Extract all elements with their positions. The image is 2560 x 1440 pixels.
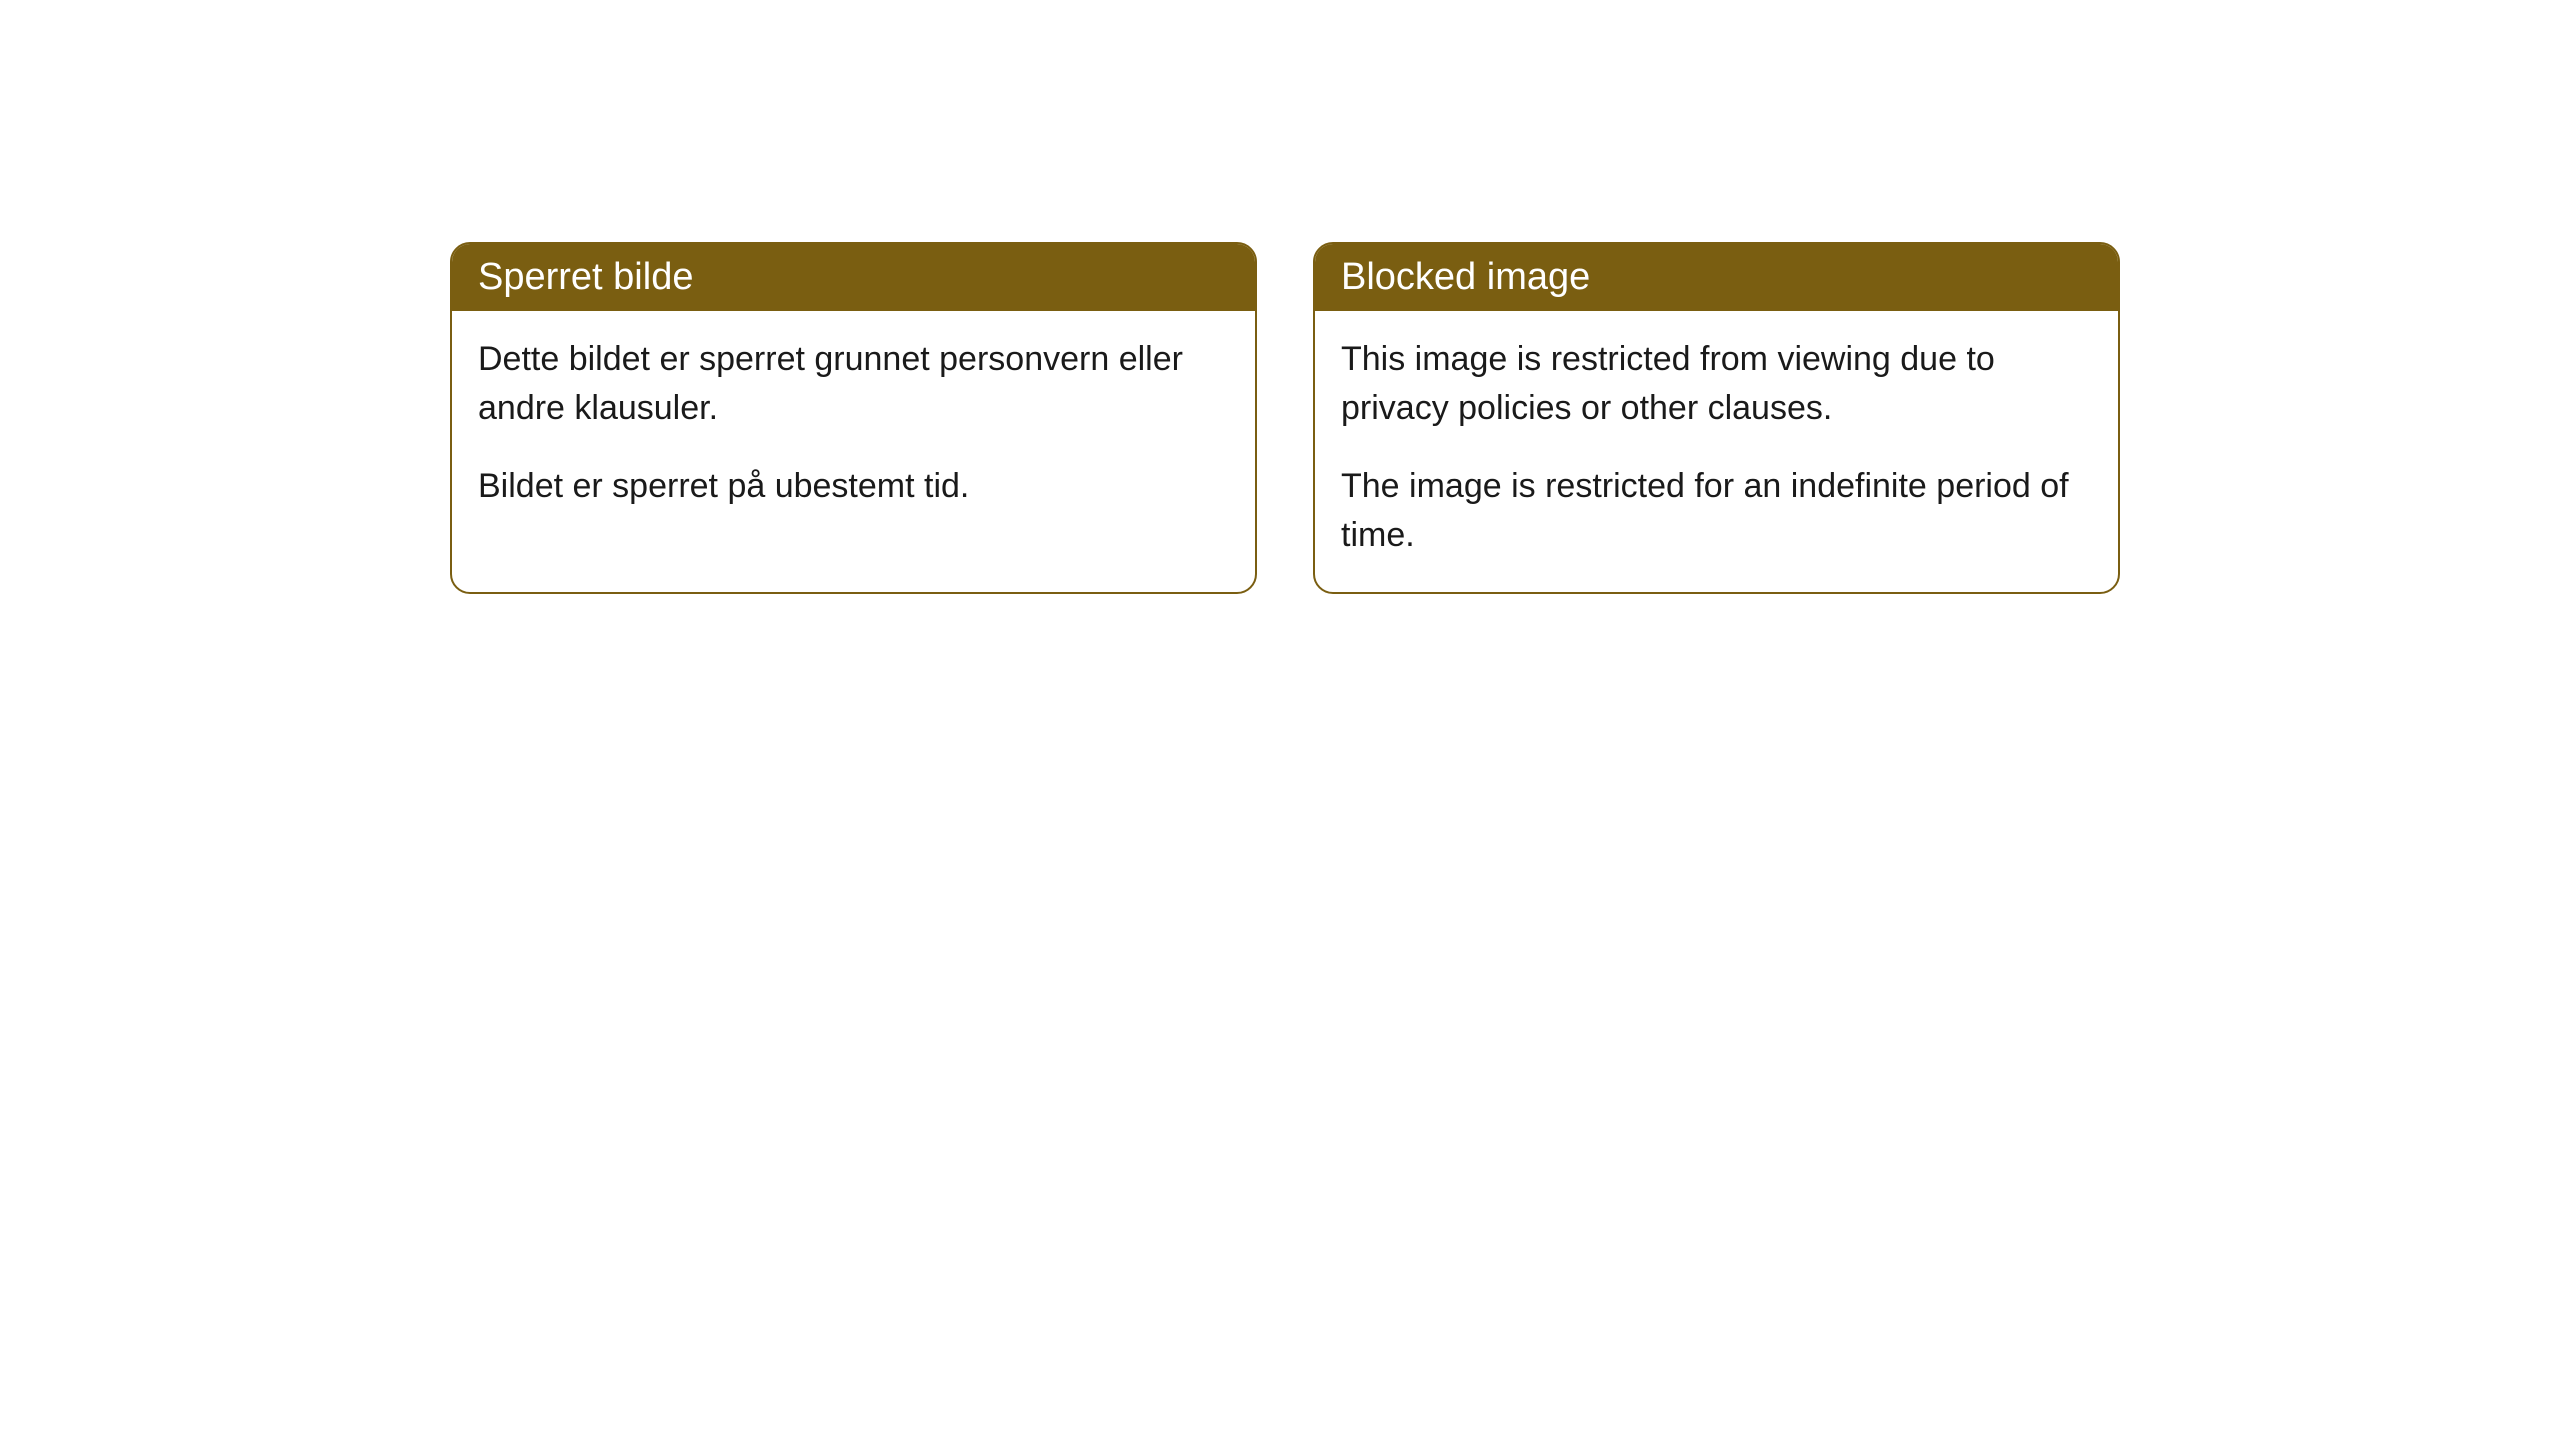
notice-container: Sperret bilde Dette bildet er sperret gr… [0,0,2560,594]
notice-card-norwegian: Sperret bilde Dette bildet er sperret gr… [450,242,1257,594]
notice-header-norwegian: Sperret bilde [452,244,1255,311]
notice-paragraph: Dette bildet er sperret grunnet personve… [478,335,1229,434]
notice-body-norwegian: Dette bildet er sperret grunnet personve… [452,311,1255,543]
notice-title-english: Blocked image [1341,256,1590,298]
notice-title-norwegian: Sperret bilde [478,256,693,298]
notice-paragraph: The image is restricted for an indefinit… [1341,462,2092,561]
notice-paragraph: This image is restricted from viewing du… [1341,335,2092,434]
notice-paragraph: Bildet er sperret på ubestemt tid. [478,462,1229,511]
notice-card-english: Blocked image This image is restricted f… [1313,242,2120,594]
notice-body-english: This image is restricted from viewing du… [1315,311,2118,592]
notice-header-english: Blocked image [1315,244,2118,311]
